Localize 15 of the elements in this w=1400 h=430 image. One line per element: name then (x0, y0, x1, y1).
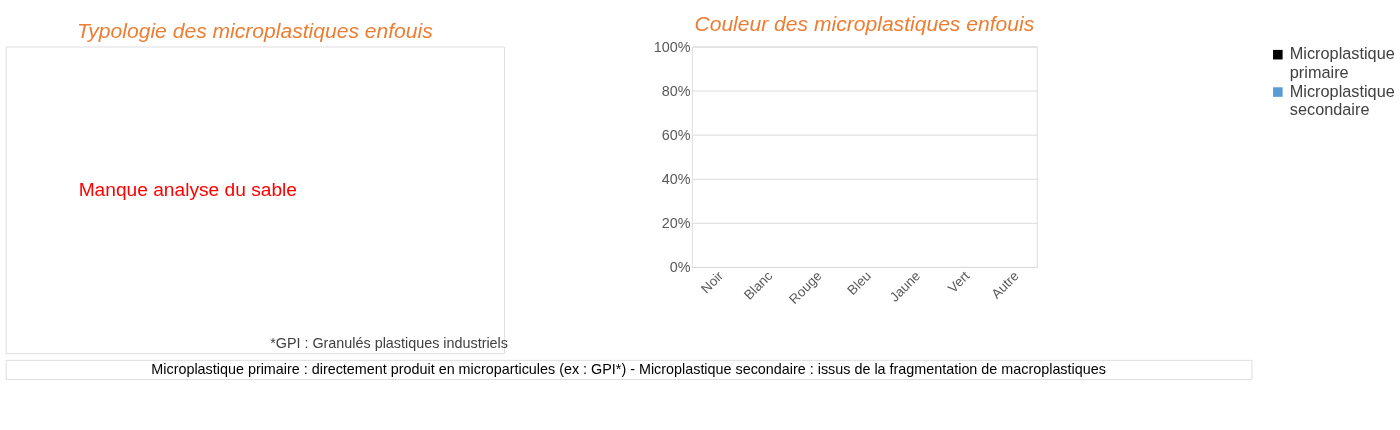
text: Microplastique primaire : directement produit en microparticules (ex : GPI*) - Microplastique secondaire : issus de la fragmentation de macroplastiques (151, 361, 1106, 378)
x-tick-label: Noir (698, 267, 727, 297)
y-tick-label: 20% (661, 215, 691, 232)
y-tick-label: 60% (661, 126, 691, 143)
text: *GPI : Granulés plastiques industriels (270, 335, 508, 352)
text: Manque analyse du sable (78, 179, 297, 201)
y-tick-label: 100% (653, 38, 691, 55)
x-tick-label: Vert (945, 268, 973, 296)
y-tick-label: 0% (669, 259, 691, 276)
legend-label: Microplastique secondaire (1289, 81, 1395, 119)
chart-title: Couleur des microplastiques enfouis (694, 12, 1035, 36)
text: Typologie des microplastiques enfouis (77, 18, 434, 42)
legend-label: Microplastique primaire (1289, 44, 1395, 81)
y-tick-label: 40% (661, 171, 691, 188)
y-tick-label: 80% (661, 82, 691, 99)
